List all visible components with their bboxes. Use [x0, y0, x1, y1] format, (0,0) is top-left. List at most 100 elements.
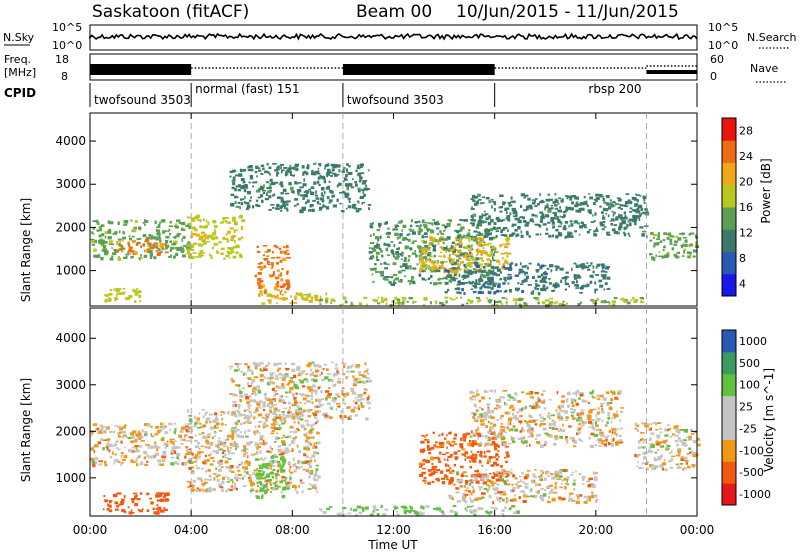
echo-cell [518, 485, 522, 487]
echo-cell [574, 284, 579, 287]
echo-cell [280, 273, 282, 275]
echo-cell [269, 483, 273, 486]
echo-cell [311, 391, 314, 395]
echo-cell [501, 256, 504, 260]
echo-cell [211, 232, 216, 236]
echo-cell [604, 267, 609, 270]
echo-cell [554, 482, 557, 486]
echo-cell [403, 510, 407, 513]
echo-cell [431, 467, 436, 471]
beam-label: Beam 00 [356, 2, 432, 22]
echo-cell [549, 417, 551, 420]
echo-cell [494, 438, 498, 440]
echo-cell [122, 287, 126, 290]
echo-cell [266, 377, 271, 380]
echo-cell [281, 374, 286, 377]
echo-cell [182, 235, 186, 240]
echo-cell [176, 456, 180, 459]
echo-cell [466, 233, 471, 236]
echo-cell [368, 407, 371, 410]
echo-cell [303, 378, 308, 381]
echo-cell [426, 434, 428, 437]
echo-cell [287, 409, 291, 413]
echo-cell [427, 252, 432, 256]
echo-cell [144, 219, 146, 222]
echo-cell [354, 406, 358, 409]
echo-cell [280, 278, 284, 282]
echo-cell [187, 451, 191, 455]
echo-cell [439, 236, 444, 239]
echo-cell [631, 196, 634, 200]
echo-cell [314, 170, 319, 174]
echo-cell [396, 225, 400, 227]
echo-cell [387, 231, 391, 235]
echo-cell [584, 201, 588, 205]
echo-cell [203, 233, 207, 237]
echo-cell [579, 225, 583, 229]
echo-cell [280, 456, 285, 461]
echo-cell [268, 274, 271, 277]
echo-cell [138, 257, 143, 259]
echo-cell [107, 237, 110, 239]
echo-cell [478, 279, 484, 283]
echo-cell [195, 464, 198, 468]
echo-cell [332, 383, 337, 387]
echo-cell [253, 386, 256, 390]
echo-cell [424, 236, 428, 238]
echo-cell [193, 422, 198, 425]
echo-cell [118, 431, 122, 434]
echo-cell [274, 286, 278, 290]
echo-cell [473, 417, 477, 421]
echo-cell [236, 409, 239, 412]
echo-cell [613, 231, 619, 234]
echo-cell [286, 252, 290, 255]
echo-cell [275, 374, 278, 377]
echo-cell [172, 236, 176, 239]
echo-cell [309, 191, 315, 195]
nsky-tick-top: 10^5 [52, 21, 82, 34]
echo-cell [232, 255, 237, 259]
echo-cell [288, 182, 292, 186]
echo-cell [444, 268, 447, 272]
echo-cell [470, 442, 475, 445]
echo-cell [410, 224, 413, 228]
echo-cell [606, 204, 611, 206]
echo-cell [613, 437, 615, 441]
echo-cell [569, 195, 573, 199]
echo-cell [276, 269, 280, 272]
echo-cell [171, 446, 175, 450]
echo-cell [298, 485, 301, 488]
echo-cell [262, 401, 267, 405]
echo-cell [491, 246, 496, 249]
echo-cell [287, 401, 291, 405]
echo-cell [161, 246, 164, 250]
echo-cell [255, 489, 258, 493]
echo-cell [618, 198, 622, 202]
echo-cell [409, 506, 413, 510]
echo-cell [311, 361, 315, 364]
echo-cell [399, 279, 403, 283]
echo-cell [326, 395, 331, 399]
echo-cell [486, 489, 489, 493]
echo-cell [500, 290, 502, 293]
echo-cell [512, 298, 516, 302]
echo-cell [342, 210, 345, 213]
echo-cell [534, 423, 538, 426]
echo-cell [266, 488, 270, 491]
echo-cell [467, 255, 472, 258]
echo-cell [184, 423, 187, 425]
echo-cell [641, 208, 643, 211]
echo-cell [272, 372, 276, 374]
echo-cell [490, 506, 494, 509]
echo-cell [240, 227, 243, 230]
echo-cell [444, 227, 447, 230]
echo-cell [284, 436, 289, 438]
echo-cell [136, 463, 139, 467]
echo-cell [279, 205, 283, 209]
freq-tick-bottom: 8 [61, 70, 68, 83]
echo-cell [301, 206, 306, 210]
echo-cell [449, 261, 454, 264]
echo-cell [273, 394, 276, 397]
echo-cell [448, 275, 453, 278]
